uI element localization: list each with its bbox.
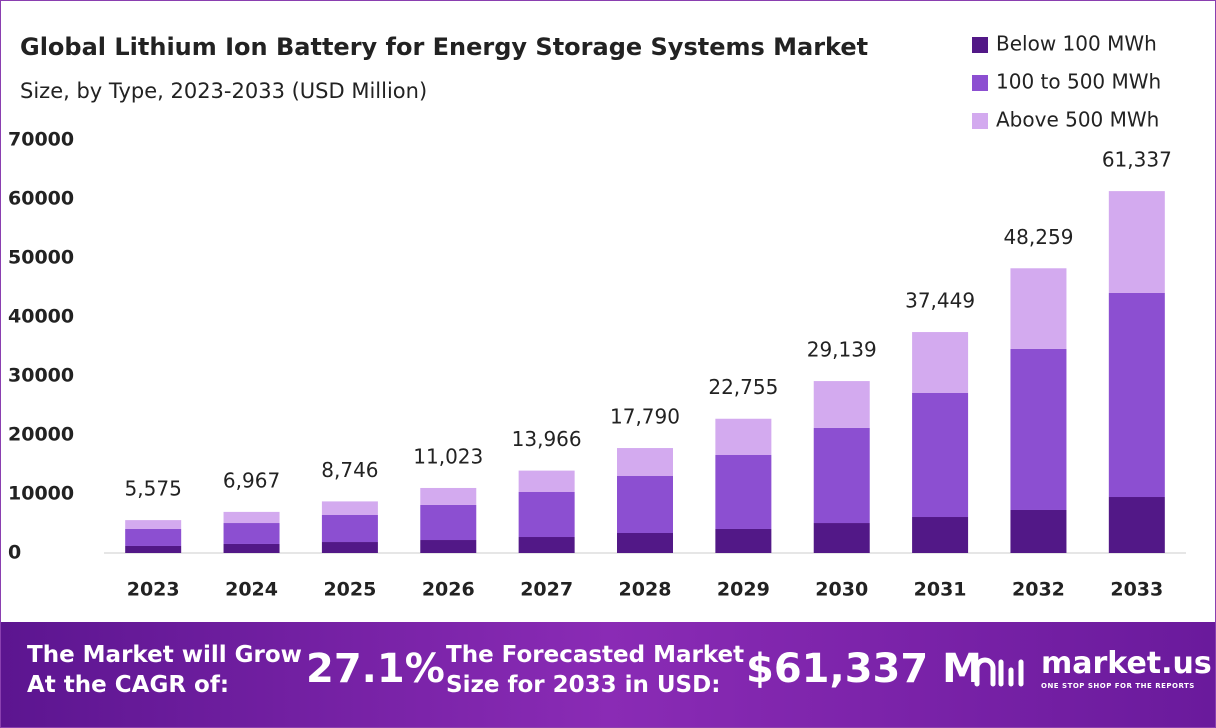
y-tick-label: 20000 (8, 424, 74, 446)
bar-segment (518, 537, 575, 553)
bar-segment (813, 381, 870, 428)
y-tick-label: 10000 (8, 483, 74, 505)
bar-segment (1108, 191, 1165, 293)
bar-segment (518, 470, 575, 492)
bar-segment (1010, 348, 1067, 510)
chart: Global Lithium Ion Battery for Energy St… (8, 32, 1186, 601)
bar-segment (715, 418, 772, 456)
x-tick-label: 2030 (815, 579, 868, 601)
total-label: 13,966 (512, 427, 582, 451)
bar-segment (321, 515, 378, 543)
x-tick-label: 2023 (127, 579, 180, 601)
total-label: 5,575 (125, 477, 182, 501)
bar-segment (1010, 509, 1067, 553)
x-tick-label: 2028 (619, 579, 672, 601)
bar-segment (813, 427, 870, 524)
bar-segment (1010, 268, 1067, 349)
bar-segment (420, 504, 477, 541)
brand-tagline: ONE STOP SHOP FOR THE REPORTS (1041, 682, 1195, 690)
bar-segment (420, 487, 477, 505)
bar-segment (125, 545, 182, 553)
legend-swatch (972, 75, 988, 91)
bar-segment (912, 332, 969, 393)
legend-label: Above 500 MWh (996, 108, 1159, 132)
total-label: 37,449 (905, 289, 975, 313)
bar-segment (321, 542, 378, 553)
x-tick-label: 2029 (717, 579, 770, 601)
x-tick-label: 2026 (422, 579, 475, 601)
brand-logo (974, 657, 1024, 687)
forecast-line: Size for 2033 in USD: (446, 672, 721, 698)
cagr-value: 27.1% (306, 646, 445, 692)
total-label: 17,790 (610, 405, 680, 429)
total-label: 61,337 (1102, 148, 1172, 172)
bar-segment (715, 455, 772, 529)
y-tick-label: 30000 (8, 365, 74, 387)
total-label: 8,746 (321, 458, 378, 482)
bar-segment (1108, 497, 1165, 553)
cagr-line: At the CAGR of: (27, 672, 230, 698)
bar-segment (125, 520, 182, 529)
x-tick-label: 2025 (323, 579, 376, 601)
x-tick-label: 2027 (520, 579, 573, 601)
bar-segment (813, 523, 870, 553)
y-tick-label: 70000 (8, 129, 74, 151)
chart-subtitle: Size, by Type, 2023-2033 (USD Million) (20, 79, 427, 103)
y-tick-label: 0 (8, 542, 21, 564)
forecast-text: The Forecasted Market Size for 2033 in U… (446, 640, 744, 700)
bar-segment (321, 501, 378, 516)
legend-label: 100 to 500 MWh (996, 70, 1161, 94)
total-label: 6,967 (223, 468, 280, 492)
footer-banner: The Market will Grow At the CAGR of: 27.… (1, 622, 1215, 727)
bar-segment (617, 476, 673, 533)
x-tick-label: 2031 (914, 579, 967, 601)
bar-segment (125, 528, 182, 546)
bar-segment (617, 448, 673, 477)
y-tick-label: 50000 (8, 247, 74, 269)
bar-segment (420, 540, 477, 553)
bar-segment (715, 528, 772, 553)
bar-segment (223, 511, 280, 524)
total-label: 11,023 (413, 444, 483, 468)
legend-swatch (972, 37, 988, 53)
total-label: 22,755 (708, 375, 778, 399)
brand-name: market.us (1041, 646, 1212, 681)
bar-segment (518, 491, 575, 538)
total-label: 29,139 (807, 338, 877, 362)
chart-title: Global Lithium Ion Battery for Energy St… (20, 33, 868, 61)
bar-segment (912, 517, 969, 553)
legend-label: Below 100 MWh (996, 32, 1157, 56)
cagr-line: The Market will Grow (27, 642, 302, 668)
bar-segment (1108, 292, 1165, 498)
forecast-line: The Forecasted Market (446, 642, 745, 668)
bar-segment (912, 392, 969, 518)
x-tick-label: 2033 (1110, 579, 1163, 601)
x-tick-label: 2032 (1012, 579, 1065, 601)
y-tick-label: 60000 (8, 188, 74, 210)
x-tick-label: 2024 (225, 579, 278, 601)
forecast-value: $61,337 M (746, 646, 982, 692)
legend-swatch (972, 113, 988, 129)
bar-segment (223, 543, 280, 553)
total-label: 48,259 (1003, 225, 1073, 249)
bar-segment (617, 532, 673, 553)
bar-segment (223, 523, 280, 544)
y-tick-label: 40000 (8, 306, 74, 328)
cagr-text: The Market will Grow At the CAGR of: (27, 640, 302, 700)
